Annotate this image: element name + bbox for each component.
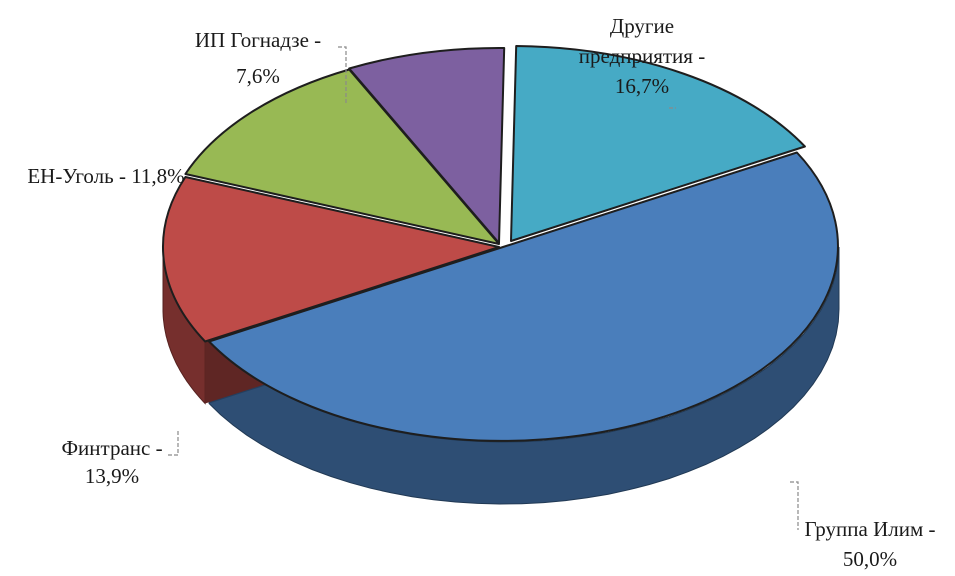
- pie-side-group-ilim: [208, 246, 840, 505]
- slice-label-fintrans: Финтранс - 13,9%: [61, 436, 162, 488]
- slice-label-line: предприятия -: [579, 44, 705, 68]
- leader-line-ip-gognadze: [338, 46, 347, 104]
- pie-slice-fintrans: [162, 176, 500, 343]
- slice-label-ip-gognadze: ИП Гогнадзе - 7,6%: [195, 28, 321, 88]
- slice-label-line: 50,0%: [843, 547, 897, 571]
- pie-slice-group-ilim: [208, 151, 839, 442]
- pie-slice-ip-gognadze: [348, 46, 506, 244]
- pie-slices: [162, 45, 839, 442]
- slice-label-line: 16,7%: [615, 74, 669, 98]
- slice-label-line: Другие: [610, 14, 674, 38]
- slice-label-en-ugol: ЕН-Уголь - 11,8%: [27, 164, 184, 188]
- slice-label-line: Группа Илим -: [804, 517, 935, 541]
- slice-label-line: ИП Гогнадзе -: [195, 28, 321, 52]
- slice-label-line: Финтранс -: [61, 436, 162, 460]
- slice-label-group-ilim: Группа Илим - 50,0%: [804, 517, 935, 571]
- label-leader-lines: [168, 46, 799, 530]
- slice-label-drugie-predpriyatiya: Другие предприятия - 16,7%: [579, 14, 705, 98]
- slice-label-line: 13,9%: [85, 464, 139, 488]
- pie-slice-drugie-predpriyatiya: [510, 45, 806, 242]
- slice-label-line: ЕН-Уголь - 11,8%: [27, 164, 184, 188]
- leader-line-group-ilim: [790, 481, 799, 530]
- pie-slice-en-ugol: [184, 68, 500, 245]
- leader-line-fintrans: [168, 430, 179, 456]
- slice-label-line: 7,6%: [236, 64, 280, 88]
- slice-labels: Группа Илим - 50,0% Финтранс - 13,9% ЕН-Угол…: [27, 14, 935, 571]
